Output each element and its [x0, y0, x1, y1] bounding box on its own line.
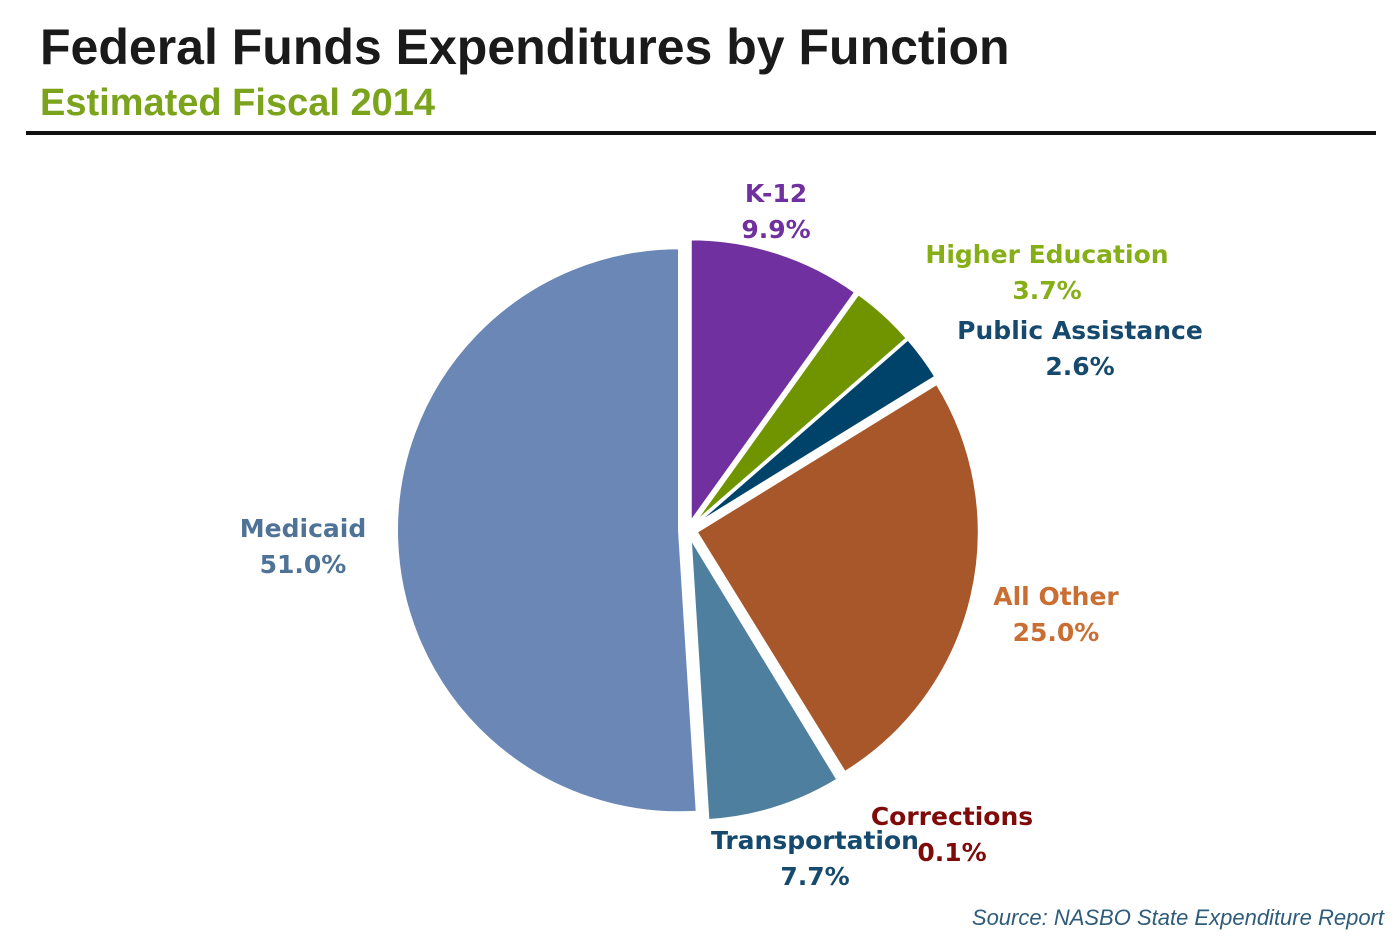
chart-subtitle: Estimated Fiscal 2014 — [40, 82, 435, 124]
pie-slice-all-other — [695, 382, 980, 774]
pie-slice-transportation — [689, 538, 839, 822]
label-transportation: Transportation 7.7% — [711, 826, 919, 891]
label-k12: K-12 9.9% — [741, 179, 810, 244]
label-medicaid: Medicaid 51.0% — [240, 514, 366, 579]
pie-slice-higher-education — [693, 292, 909, 525]
label-corrections: Corrections 0.1% — [871, 802, 1033, 867]
pie-slice-public-assistance — [694, 338, 937, 526]
label-all-other: All Other 25.0% — [993, 582, 1119, 647]
pie-slice-corrections — [691, 537, 843, 780]
pie-slice-k-12 — [689, 238, 857, 525]
label-higher-education: Higher Education 3.7% — [925, 240, 1168, 305]
chart-title: Federal Funds Expenditures by Function — [40, 19, 1010, 75]
source-note: Source: NASBO State Expenditure Report — [971, 905, 1384, 930]
pie-slice-medicaid — [396, 247, 698, 814]
title-divider — [26, 131, 1376, 135]
label-public-assistance: Public Assistance 2.6% — [957, 316, 1203, 381]
